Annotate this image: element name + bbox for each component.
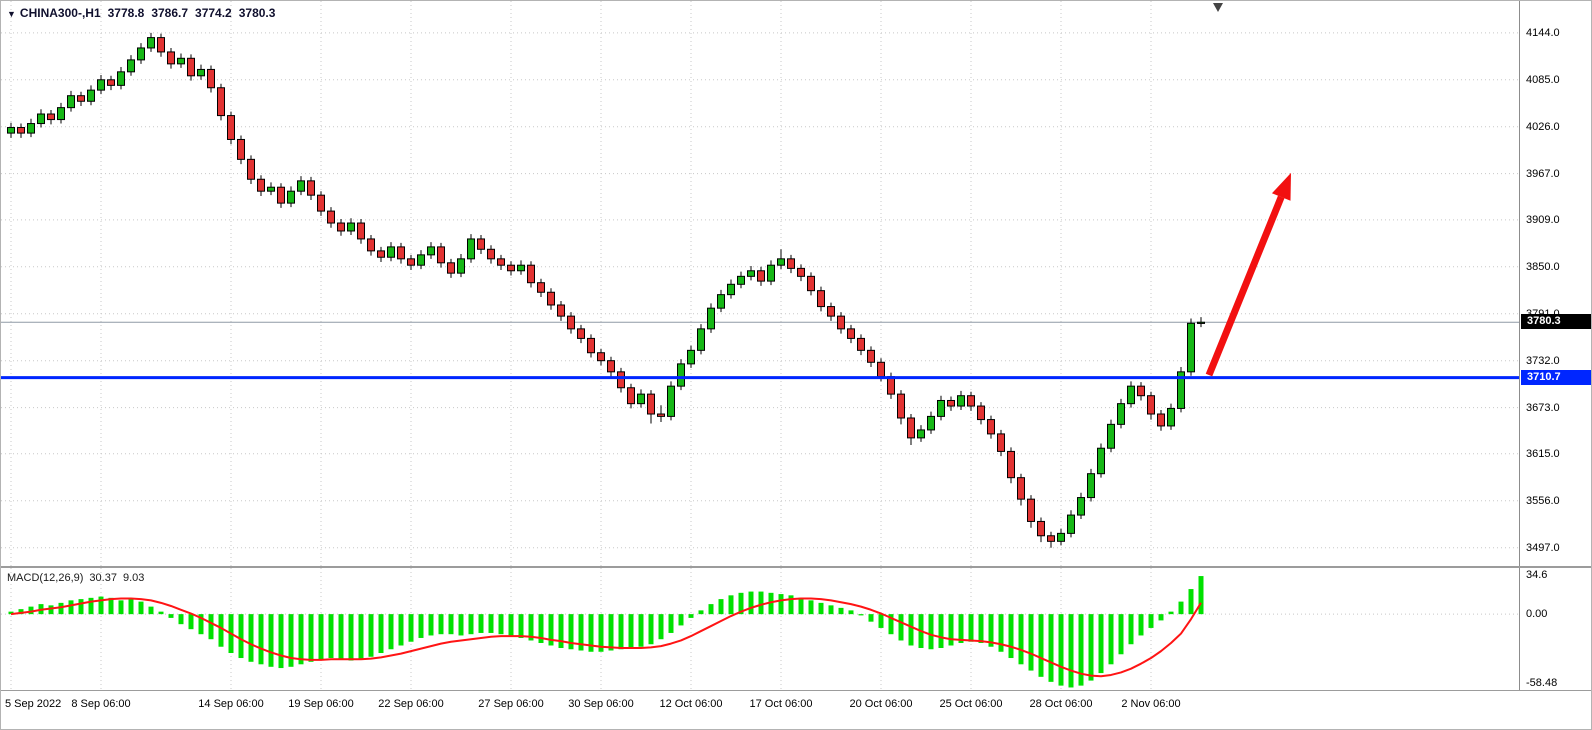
price-tick-label: 3497.0 <box>1526 541 1560 554</box>
macd-chart[interactable] <box>1 568 1519 690</box>
macd-signal-value: 9.03 <box>122 572 145 584</box>
price-tick-label: 3732.0 <box>1526 354 1560 367</box>
price-chart[interactable] <box>1 1 1519 566</box>
macd-scale[interactable]: 34.6 0.00 -58.48 <box>1519 568 1591 690</box>
price-scale[interactable]: 4144.04085.04026.03967.03909.03850.03791… <box>1519 1 1591 566</box>
time-tick-label: 12 Oct 06:00 <box>659 698 723 710</box>
time-tick-label: 20 Oct 06:00 <box>849 698 913 710</box>
macd-main-value: 30.37 <box>89 572 117 584</box>
macd-info-bar: MACD(12,26,9) 30.37 9.03 <box>7 572 150 584</box>
time-tick-label: 25 Oct 06:00 <box>939 698 1003 710</box>
macd-signal-line <box>10 597 1202 678</box>
price-tick-label: 4085.0 <box>1526 73 1560 86</box>
time-tick-label: 27 Sep 06:00 <box>478 698 544 710</box>
price-tick-label: 3556.0 <box>1526 494 1560 507</box>
price-tick-label: 3850.0 <box>1526 260 1560 273</box>
time-tick-label: 30 Sep 06:00 <box>568 698 634 710</box>
macd-tick-label: 34.6 <box>1526 569 1548 581</box>
time-tick-label: 8 Sep 06:00 <box>71 698 131 710</box>
scale-corner <box>1519 691 1591 729</box>
hline-price-badge: 3710.7 <box>1521 369 1591 385</box>
time-tick-label: 19 Sep 06:00 <box>288 698 354 710</box>
macd-tick-label: 0.00 <box>1526 608 1548 621</box>
ohlc-open: 3778.8 <box>107 6 145 20</box>
candles-layer <box>7 32 1205 548</box>
time-tick-label: 28 Oct 06:00 <box>1029 698 1093 710</box>
time-tick-label: 2 Nov 06:00 <box>1121 698 1181 710</box>
ohlc-low: 3774.2 <box>195 6 232 20</box>
macd-grid-layer <box>1 568 1519 690</box>
time-tick-label: 22 Sep 06:00 <box>378 698 444 710</box>
panel-separator[interactable] <box>1 566 1591 568</box>
time-tick-label: 14 Sep 06:00 <box>198 698 264 710</box>
time-tick-label: 17 Oct 06:00 <box>749 698 813 710</box>
time-axis[interactable]: 5 Sep 2022 8 Sep 06:00 14 Sep 06:00 19 Sep … <box>1 691 1519 719</box>
price-tick-label: 3615.0 <box>1526 447 1560 460</box>
chart-shift-marker[interactable] <box>1213 3 1223 12</box>
price-tick-label: 3909.0 <box>1526 213 1560 226</box>
symbol-info-bar: ▼ CHINA300-,H1 3778.8 3786.7 3774.2 3780.3 <box>7 6 282 20</box>
symbol-dropdown-icon[interactable]: ▼ <box>7 9 16 19</box>
axis-separator <box>1 690 1591 691</box>
bid-price-badge: 3780.3 <box>1521 314 1591 330</box>
price-tick-label: 4144.0 <box>1526 26 1560 39</box>
price-tick-label: 3673.0 <box>1526 401 1560 414</box>
time-tick-label: 5 Sep 2022 <box>5 698 62 710</box>
trend-arrow[interactable] <box>1205 172 1291 377</box>
price-tick-label: 4026.0 <box>1526 120 1560 133</box>
macd-name: MACD(12,26,9) <box>7 572 84 584</box>
ohlc-high: 3786.7 <box>151 6 189 20</box>
macd-tick-label: -58.48 <box>1526 677 1558 689</box>
macd-histogram-layer <box>8 576 1204 688</box>
price-grid-layer <box>1 1 1519 566</box>
ohlc-close: 3780.3 <box>238 6 276 20</box>
price-tick-label: 3967.0 <box>1526 167 1560 180</box>
symbol-name: CHINA300-,H1 <box>19 6 101 20</box>
